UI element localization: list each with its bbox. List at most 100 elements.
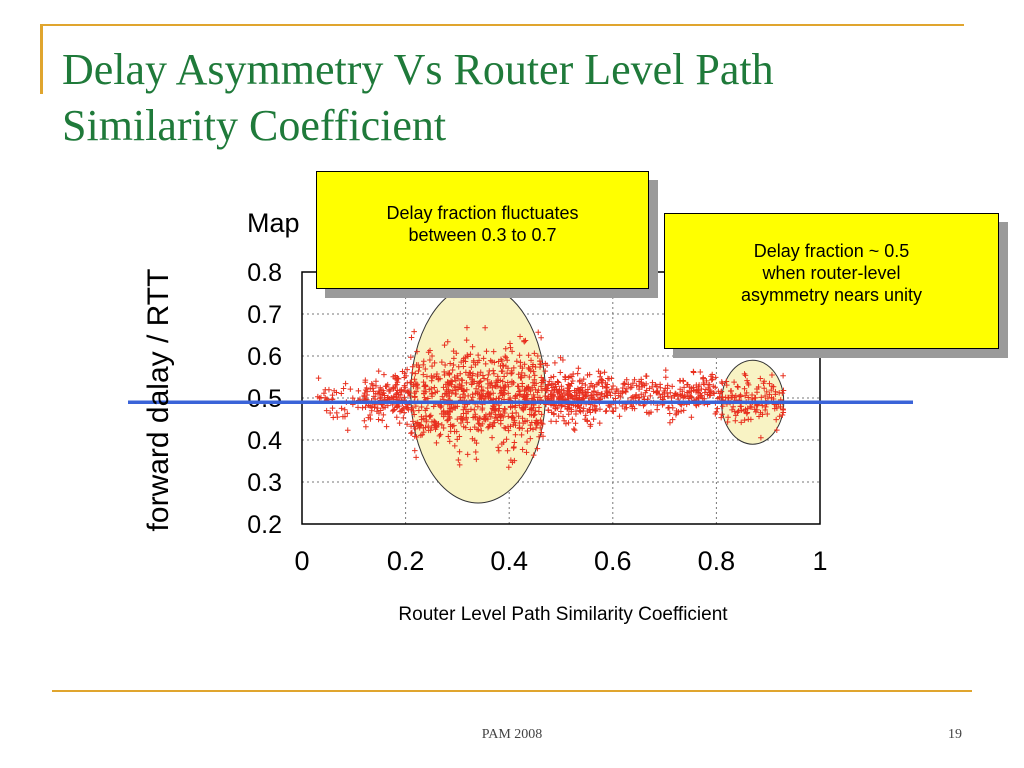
- data-point: [410, 408, 417, 414]
- data-point: [595, 380, 601, 386]
- data-point: [409, 370, 416, 376]
- data-point: [512, 431, 519, 438]
- data-point: [473, 456, 480, 463]
- data-point: [610, 383, 616, 389]
- data-point: [604, 390, 610, 396]
- data-point: [731, 408, 738, 415]
- data-point: [708, 377, 715, 383]
- data-point: [362, 379, 369, 386]
- data-point: [525, 365, 532, 371]
- data-point: [449, 367, 456, 373]
- data-point: [463, 416, 469, 422]
- data-point: [486, 411, 493, 417]
- callout-fluctuation-note: Delay fraction fluctuates between 0.3 to…: [316, 171, 649, 289]
- data-point: [455, 363, 462, 370]
- data-point: [662, 367, 669, 373]
- data-point: [745, 416, 752, 423]
- data-point: [458, 385, 465, 391]
- data-point: [406, 389, 412, 396]
- data-point: [598, 391, 605, 397]
- data-point: [464, 451, 471, 458]
- data-point: [604, 381, 611, 388]
- x-axis-label: Router Level Path Similarity Coefficient: [398, 604, 728, 625]
- data-point: [548, 418, 554, 425]
- data-point: [764, 411, 771, 417]
- data-point: [411, 423, 418, 430]
- data-point: [517, 333, 523, 340]
- data-point: [573, 408, 579, 414]
- data-point: [393, 414, 400, 421]
- data-point: [762, 407, 768, 413]
- data-point: [557, 393, 564, 399]
- data-point: [528, 405, 535, 412]
- data-point: [381, 371, 387, 378]
- data-point: [446, 371, 453, 378]
- data-point: [477, 378, 484, 384]
- data-point: [742, 392, 748, 399]
- data-point: [476, 415, 482, 421]
- y-tick-label: 0.6: [247, 343, 282, 371]
- data-point: [738, 419, 745, 426]
- data-point: [631, 376, 638, 383]
- data-point: [451, 428, 458, 435]
- data-point: [571, 426, 577, 432]
- data-point: [754, 389, 760, 396]
- data-point: [733, 412, 739, 419]
- data-point: [697, 392, 703, 399]
- data-point: [714, 405, 721, 412]
- data-point: [584, 417, 590, 424]
- data-point: [723, 382, 730, 388]
- data-point: [495, 417, 501, 424]
- data-point: [489, 405, 496, 412]
- data-point: [500, 408, 507, 414]
- data-point: [737, 392, 744, 398]
- data-point: [330, 414, 337, 421]
- data-point: [507, 344, 514, 351]
- data-point: [451, 374, 458, 380]
- data-point: [458, 420, 464, 426]
- data-point: [416, 407, 422, 414]
- data-point: [666, 404, 672, 411]
- data-point: [456, 433, 463, 440]
- data-point: [433, 423, 440, 430]
- data-point: [464, 386, 470, 393]
- data-point: [344, 410, 351, 417]
- footer-rule: [52, 690, 972, 692]
- data-point: [564, 392, 571, 399]
- data-point: [470, 414, 476, 421]
- data-point: [410, 418, 416, 425]
- data-point: [527, 411, 533, 418]
- data-point: [599, 383, 606, 390]
- data-point: [422, 407, 429, 414]
- data-point: [442, 362, 448, 368]
- x-tick-label: 0.2: [387, 546, 425, 576]
- data-point: [468, 364, 475, 371]
- data-point: [636, 384, 643, 390]
- data-point: [411, 390, 418, 396]
- data-point: [498, 389, 505, 395]
- data-point: [475, 426, 482, 433]
- data-point: [548, 374, 554, 381]
- data-point: [593, 406, 600, 412]
- data-point: [603, 392, 610, 399]
- data-point: [538, 411, 545, 418]
- data-point: [507, 423, 514, 430]
- data-point: [505, 384, 512, 390]
- data-point: [452, 377, 459, 384]
- data-point: [780, 409, 787, 416]
- data-point: [589, 382, 596, 389]
- data-point: [696, 382, 702, 388]
- data-point: [741, 417, 748, 423]
- data-point: [534, 420, 540, 427]
- data-point: [503, 436, 510, 443]
- data-point: [521, 388, 528, 394]
- data-point: [342, 380, 349, 387]
- data-point: [552, 360, 558, 366]
- data-point: [509, 414, 516, 420]
- data-point: [375, 368, 382, 374]
- data-point: [439, 359, 445, 365]
- data-point: [494, 373, 501, 380]
- data-point: [480, 355, 487, 362]
- data-point: [688, 394, 695, 400]
- data-point: [422, 424, 429, 431]
